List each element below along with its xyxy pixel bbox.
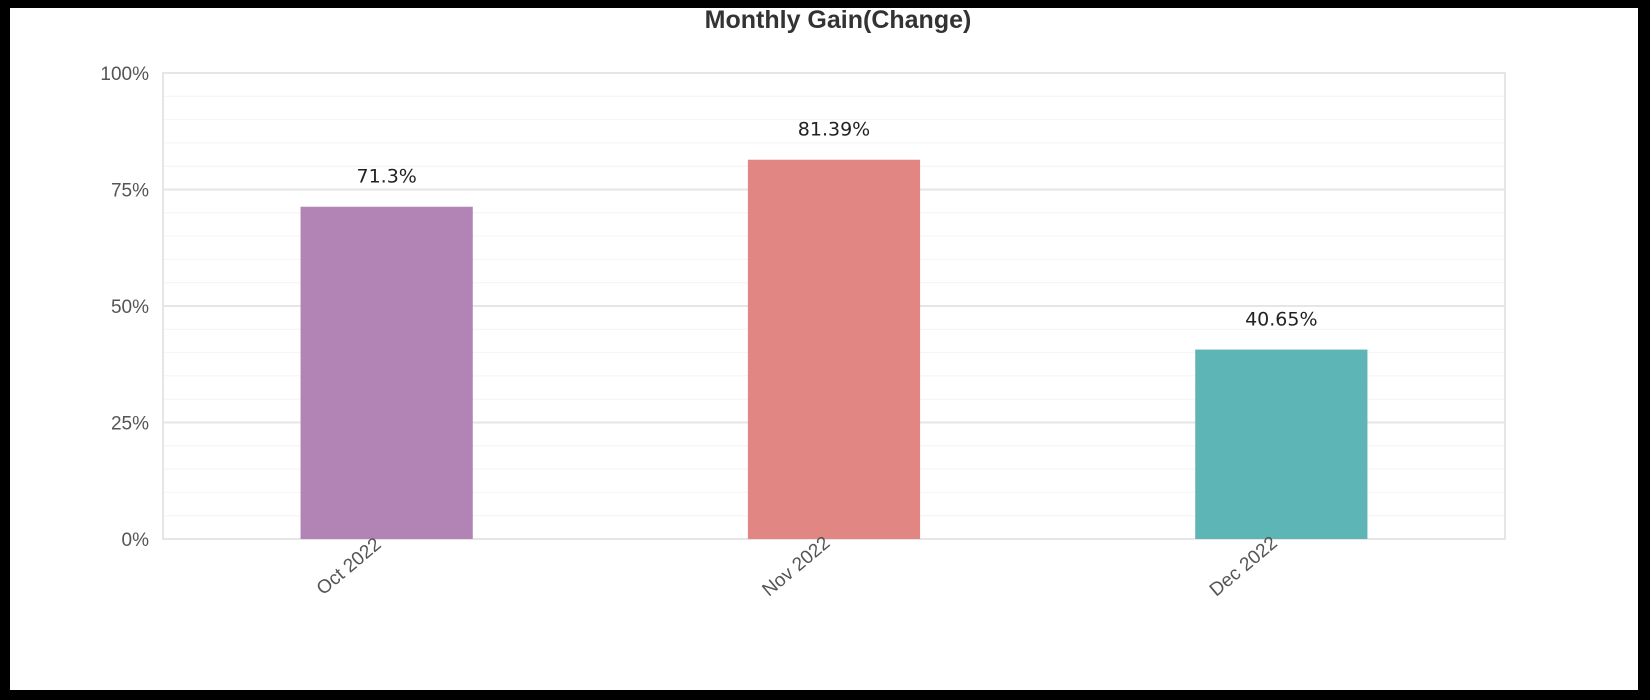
y-tick-label: 25% <box>111 414 149 435</box>
x-tick-label: Oct 2022 <box>313 534 386 600</box>
data-labels: 71.3% 81.39% 40.65% <box>356 119 1317 331</box>
y-axis: 0% 25% 50% 75% 100% <box>100 64 149 551</box>
chart-title: Monthly Gain(Change) <box>705 8 972 34</box>
chart-panel: Monthly Gain(Change) 0% 25% 50% 75% 100% 71.… <box>10 8 1638 690</box>
monthly-gain-chart: Monthly Gain(Change) 0% 25% 50% 75% 100% 71.… <box>100 8 1506 601</box>
x-tick-label: Dec 2022 <box>1206 533 1282 601</box>
data-label: 81.39% <box>798 119 870 141</box>
data-label: 40.65% <box>1245 309 1317 331</box>
y-tick-label: 0% <box>122 530 150 551</box>
bars <box>300 159 1368 539</box>
x-axis: Oct 2022 Nov 2022 Dec 2022 <box>313 533 1282 601</box>
y-tick-label: 100% <box>100 64 149 85</box>
y-tick-label: 75% <box>111 181 149 202</box>
bar <box>747 159 921 539</box>
bar <box>300 206 473 539</box>
bar <box>1195 349 1368 539</box>
y-tick-label: 50% <box>111 297 149 318</box>
data-label: 71.3% <box>356 166 416 188</box>
x-tick-label: Nov 2022 <box>759 533 835 601</box>
